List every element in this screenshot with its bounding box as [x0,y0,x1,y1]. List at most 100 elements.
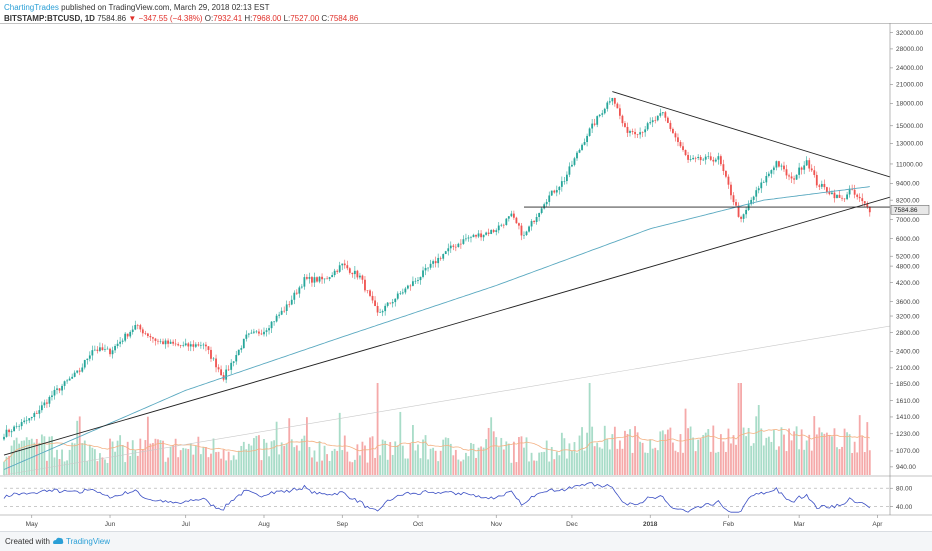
candle-body [187,343,190,347]
volume-bar [114,451,116,475]
candle-body [419,276,422,281]
tradingview-brand-link[interactable]: TradingView [66,537,111,546]
candle-body [644,129,647,133]
candle-body [189,344,192,347]
author-link[interactable]: ChartingTrades [4,3,59,12]
candle-body [129,331,132,337]
time-tick-label: Oct [413,521,423,528]
volume-bar [422,439,424,475]
volume-bar [616,448,619,475]
candle-body [192,344,195,347]
long-term-trendline [3,325,891,476]
candle-body [177,344,180,346]
low-value: 7527.00 [290,14,320,23]
volume-bar [540,452,543,475]
volume-bar [687,428,689,475]
candle-body [167,340,169,344]
candle-body [164,340,167,345]
volume-bar [172,445,175,475]
volume-bar [331,450,334,475]
candle-body [8,429,10,433]
volume-bar [742,427,745,475]
volume-bar [550,446,553,475]
candle-body [361,275,364,280]
time-tick-label: Feb [723,521,735,528]
time-tick-label: Nov [490,521,502,528]
price-tick-label: 18000.00 [896,101,923,108]
candle-body [742,214,745,219]
volume-bar [762,445,765,475]
candle-body [210,349,212,359]
candle-body [227,369,230,371]
candle-body [737,205,740,217]
volume-bar [199,454,202,475]
candle-body [146,333,149,337]
candle-body [815,174,818,186]
volume-bar [813,416,816,475]
candle-body [581,144,583,150]
candle-body [412,281,414,286]
volume-bar [205,447,207,475]
candle-body [626,126,629,133]
candle-body [356,270,359,278]
volume-bar [182,447,185,475]
volume-bar [719,434,722,475]
price-tick-label: 21000.00 [896,82,923,89]
volume-bar [28,439,31,475]
time-tick-label: Jun [105,521,116,528]
symbol-name[interactable]: BITSTAMP:BTCUSD, 1D [4,14,95,23]
volume-bar [772,429,775,475]
volume-bar [444,437,447,475]
volume-bar [639,441,642,475]
volume-bar [404,458,407,475]
candle-body [38,410,41,414]
volume-bar [263,439,265,475]
volume-bar [573,442,576,475]
volume-bar [571,450,573,475]
candle-body [709,156,712,160]
candle-body [10,431,13,433]
candle-body [828,192,831,195]
candle-body [772,167,775,171]
candle-body [109,348,111,355]
candle-body [578,149,581,153]
price-chart[interactable]: 40.00 80.00 940.00 1070.00 1230.00 1410.00 16… [0,23,932,531]
volume-bar [237,450,240,475]
price-tick-label: 940.00 [896,464,916,471]
volume-bar [634,426,636,475]
volume-bar [803,449,806,475]
candle-body [843,198,846,200]
volume-bar [477,447,480,475]
candle-body [682,146,684,150]
candle-body [124,333,127,341]
volume-bar [417,444,419,475]
candle-body [141,329,144,334]
candle-body [783,165,785,170]
candle-body [485,232,488,235]
candle-body [520,225,523,236]
volume-bar [81,443,84,475]
price-tick-label: 5200.00 [896,254,920,261]
volume-bar [419,458,422,475]
volume-bar [78,416,81,475]
volume-bar [672,442,674,475]
volume-bar [336,450,339,475]
rsi-line [3,482,871,513]
candle-body [283,310,286,312]
candle-body [86,358,89,361]
candle-body [288,304,291,306]
volume-bar [3,461,5,475]
candle-body [480,233,482,238]
volume-bar [275,421,278,475]
volume-bar [588,383,591,475]
volume-bar [447,438,450,475]
volume-bar [820,432,823,475]
candle-body [593,123,596,125]
candle-body [46,402,48,404]
candle-body [775,161,778,168]
candle-body [207,346,210,350]
volume-bar [682,452,684,475]
price-tick-label: 13000.00 [896,141,923,148]
candle-body [278,314,281,316]
candle-body [712,159,715,162]
